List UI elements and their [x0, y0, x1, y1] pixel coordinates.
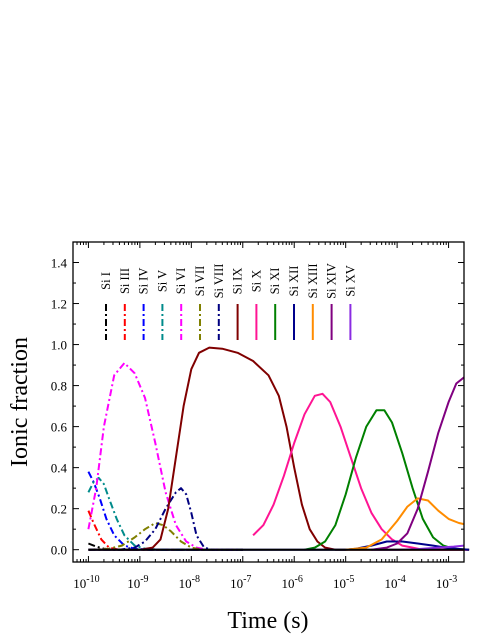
y-tick-label: 1.0: [51, 338, 67, 353]
series-line-si-xiii: [345, 497, 465, 551]
legend-label: Si I: [99, 272, 113, 290]
legend-label: Si VI: [174, 268, 188, 295]
y-tick-label: 1.2: [51, 297, 67, 312]
x-tick-label: 10-7: [230, 574, 251, 591]
x-tick-label: 10-9: [127, 574, 148, 591]
y-tick-label: 0.0: [51, 543, 67, 558]
x-tick-label: 10-3: [436, 574, 457, 591]
x-tick-label: 10-8: [179, 574, 200, 591]
legend: Si I Si III Si IV Si V Si VI Si VII Si VIII Si …: [99, 263, 357, 340]
x-tick-label: 10-6: [282, 574, 303, 591]
plot-frame: [72, 241, 465, 563]
y-tick-label: 0.2: [51, 502, 67, 517]
x-axis-title: Time (s): [227, 608, 308, 634]
y-tick-label: 0.8: [51, 379, 67, 394]
x-tick-label: 10-5: [333, 574, 354, 591]
series-line-si-xiv: [371, 376, 465, 551]
legend-label: Si VII: [193, 266, 207, 297]
legend-label: Si X: [249, 270, 263, 293]
y-tick-label: 0.6: [51, 420, 68, 435]
y-axis: 0.0 0.2 0.4 0.6 0.8 1.0 1.2 1.4: [51, 256, 464, 558]
legend-label: Si XIII: [306, 263, 320, 298]
series-line-si-ix: [88, 346, 470, 551]
legend-label: Si XIV: [325, 263, 339, 299]
legend-label: Si XI: [268, 268, 282, 295]
y-tick-label: 0.4: [51, 461, 68, 476]
series-line-si-iv: [87, 471, 243, 551]
series-line-si-iii: [87, 510, 243, 551]
legend-label: Si VIII: [212, 264, 226, 299]
legend-label: Si V: [155, 270, 169, 292]
series-line-si-vi: [87, 362, 243, 551]
legend-label: Si XV: [343, 265, 357, 297]
y-axis-title: Ionic fraction: [7, 337, 33, 467]
series-lines: [87, 346, 470, 551]
x-tick-label: 10-10: [73, 574, 99, 591]
legend-label: Si III: [118, 268, 132, 294]
series-line-si-vii: [88, 522, 243, 551]
series-line-si-viii: [88, 487, 243, 551]
x-axis: 10-10 10-9 10-8 10-7 10-6 10-5 10-4 10-3: [73, 242, 457, 591]
y-tick-label: 1.4: [51, 256, 68, 271]
legend-label: Si IX: [231, 268, 245, 295]
legend-label: Si IV: [137, 268, 151, 295]
legend-label: Si XII: [287, 266, 301, 297]
x-tick-label: 10-4: [384, 574, 405, 591]
series-line-si-xi: [304, 409, 470, 551]
series-line-si-x: [252, 392, 470, 551]
